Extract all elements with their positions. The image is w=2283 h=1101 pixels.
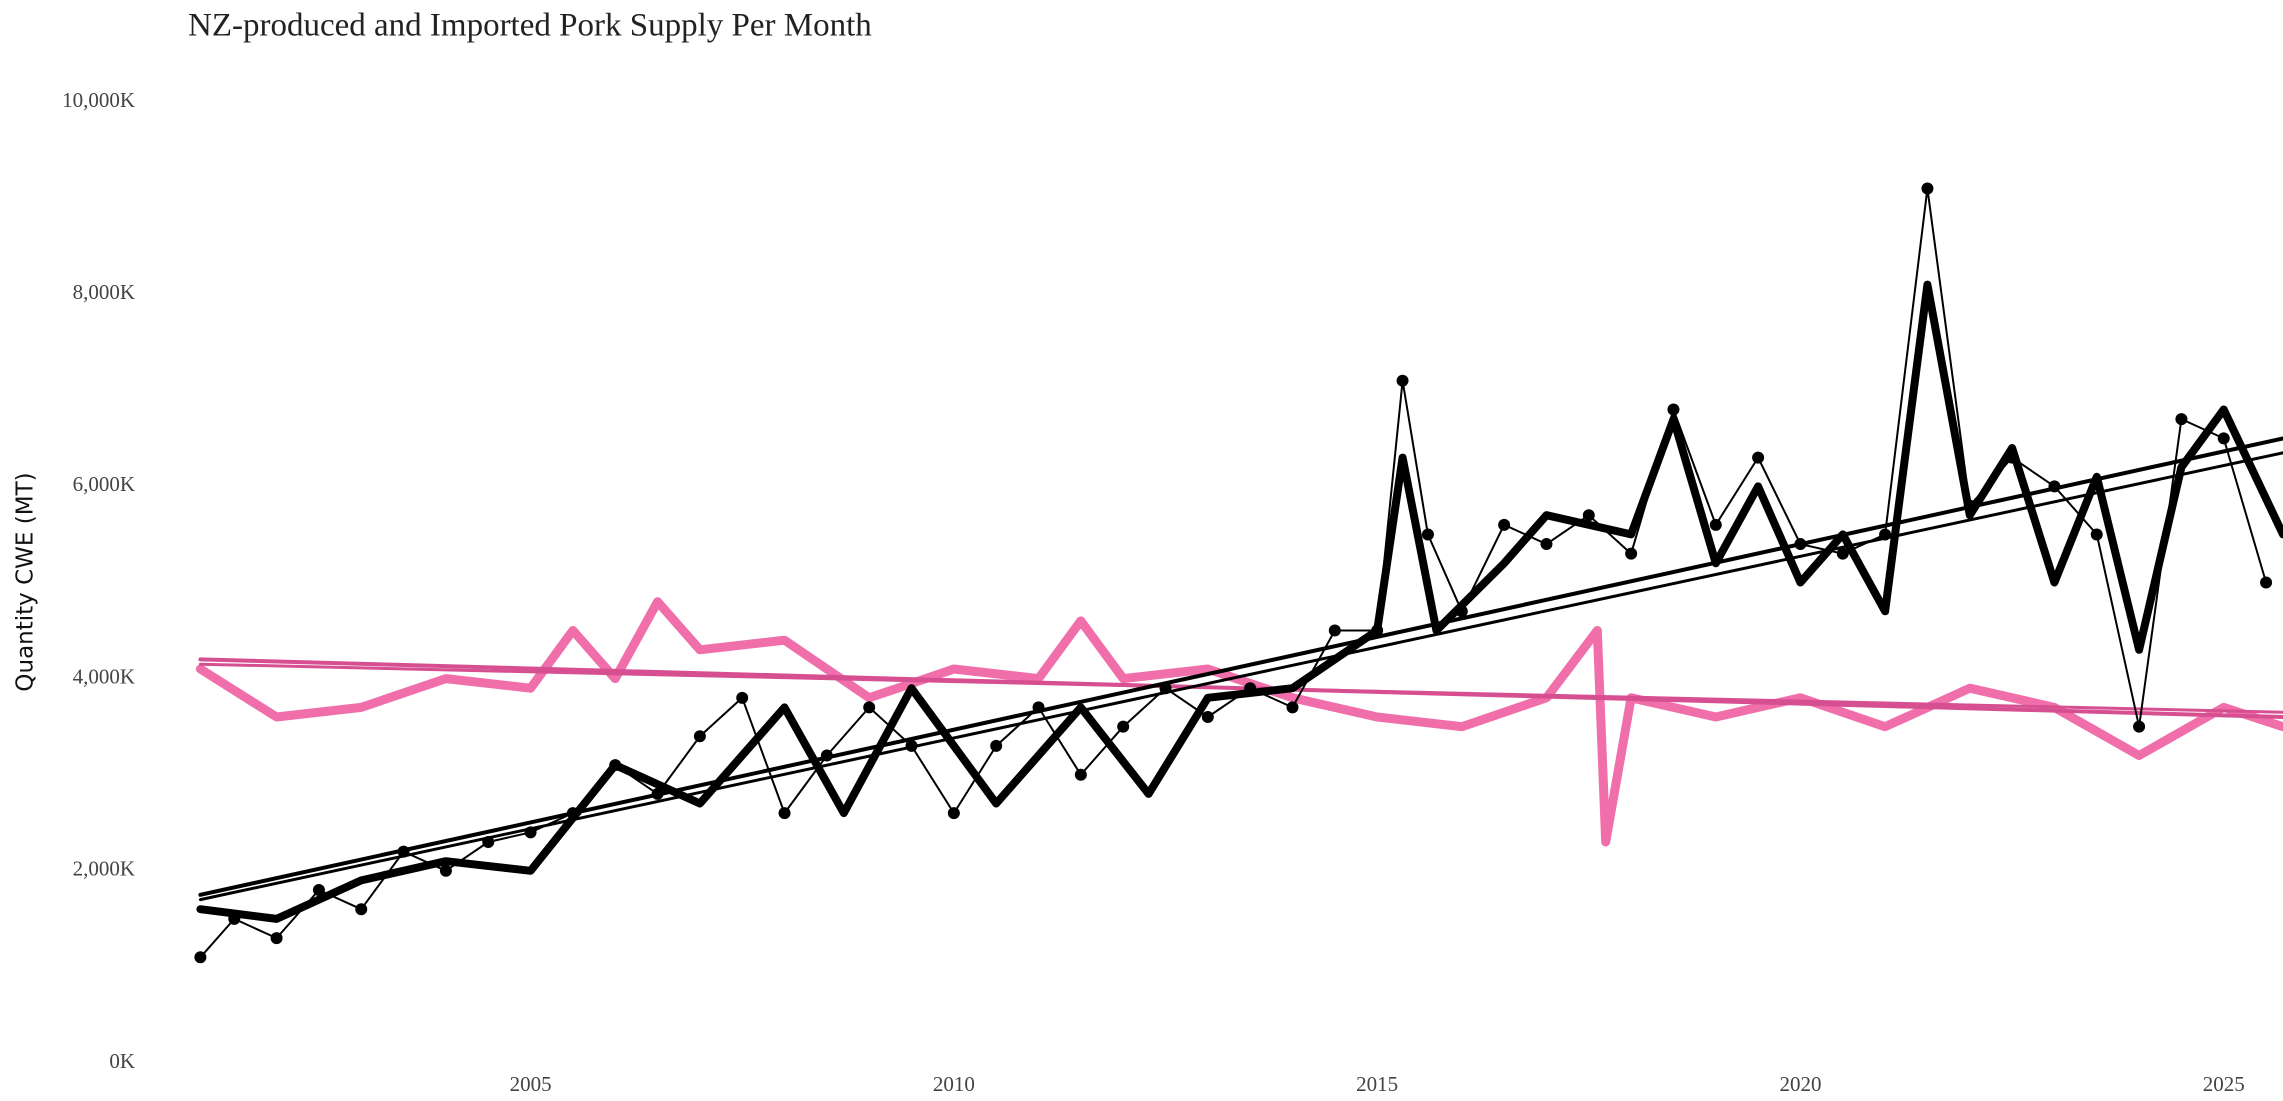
data-point bbox=[1667, 403, 1680, 416]
data-point bbox=[947, 807, 960, 820]
data-point bbox=[1286, 701, 1299, 714]
data-point bbox=[693, 730, 706, 743]
data-point bbox=[2133, 720, 2146, 733]
data-point bbox=[355, 903, 368, 916]
data-point bbox=[2260, 576, 2273, 589]
data-point bbox=[1709, 518, 1722, 531]
data-point bbox=[1836, 547, 1849, 560]
data-point bbox=[1752, 451, 1765, 464]
x-tick-label: 2005 bbox=[510, 1072, 552, 1096]
y-axis-label: Quantity CWE (MT) bbox=[13, 472, 39, 691]
data-point bbox=[1921, 182, 1934, 195]
data-point bbox=[1396, 374, 1409, 387]
data-point bbox=[1074, 768, 1087, 781]
y-tick-label: 6,000K bbox=[73, 472, 135, 496]
data-point bbox=[194, 951, 207, 964]
series-line bbox=[198, 451, 2283, 902]
chart-title: NZ-produced and Imported Pork Supply Per… bbox=[188, 8, 872, 44]
data-point bbox=[1117, 720, 1130, 733]
series-line bbox=[196, 280, 2283, 923]
y-tick-label: 0K bbox=[109, 1049, 135, 1073]
data-point bbox=[1328, 624, 1341, 637]
y-tick-label: 8,000K bbox=[73, 280, 135, 304]
data-point bbox=[2175, 413, 2188, 426]
series-line bbox=[199, 187, 2268, 959]
data-point bbox=[2090, 528, 2103, 541]
data-point bbox=[1201, 711, 1214, 724]
plot-area bbox=[194, 182, 2283, 964]
x-tick-label: 2025 bbox=[2203, 1072, 2245, 1096]
y-tick-label: 4,000K bbox=[73, 664, 135, 688]
data-point bbox=[1540, 538, 1553, 551]
data-point bbox=[1421, 528, 1434, 541]
data-point bbox=[1625, 547, 1638, 560]
data-point bbox=[778, 807, 791, 820]
data-point bbox=[863, 701, 876, 714]
data-point bbox=[439, 864, 452, 877]
x-tick-label: 2010 bbox=[933, 1072, 975, 1096]
series-line bbox=[198, 436, 2283, 897]
x-tick-label: 2015 bbox=[1356, 1072, 1398, 1096]
y-tick-label: 2,000K bbox=[73, 857, 135, 881]
data-point bbox=[312, 884, 325, 897]
data-point bbox=[990, 739, 1003, 752]
data-point bbox=[1582, 509, 1595, 522]
x-tick-label: 2020 bbox=[1779, 1072, 1821, 1096]
series-line bbox=[198, 662, 2283, 714]
data-point bbox=[270, 932, 283, 945]
data-point bbox=[736, 691, 749, 704]
series-line bbox=[195, 597, 2283, 847]
data-point bbox=[1498, 518, 1511, 531]
data-point bbox=[2217, 432, 2230, 445]
y-tick-label: 10,000K bbox=[62, 88, 135, 112]
